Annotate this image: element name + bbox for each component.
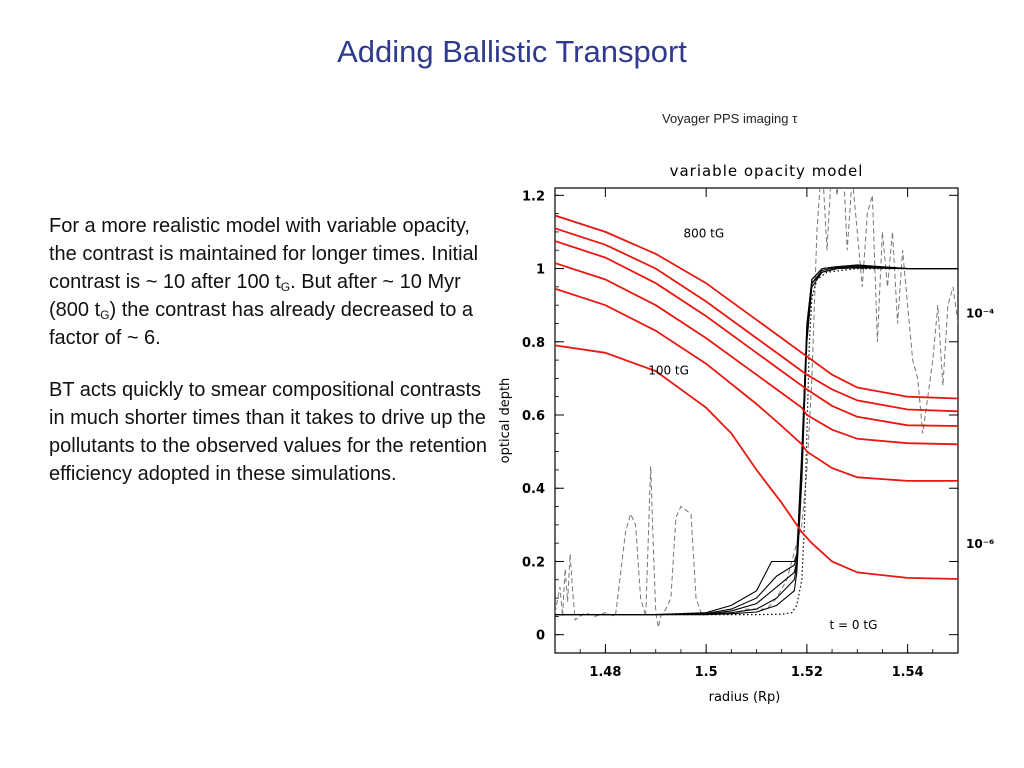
y-tick-label: 1.2 — [522, 189, 545, 204]
paragraph-2: BT acts quickly to smear compositional c… — [49, 379, 488, 485]
black-series-line — [555, 267, 958, 616]
y-tick-label: 0 — [536, 629, 545, 644]
chart-title: variable opacity model — [670, 162, 864, 180]
figure-caption: Voyager PPS imaging τ — [662, 111, 798, 126]
y-axis-label: optical depth — [498, 378, 513, 464]
dotted-series-line — [555, 268, 958, 616]
red-series-line — [555, 344, 958, 580]
subscript-g: G — [100, 308, 110, 322]
paragraph-1-part-2: . But after ~ 10 Myr (800 t — [49, 271, 461, 321]
right-axis-label: 10⁻⁶ — [966, 537, 994, 551]
y-tick-label: 0.6 — [522, 409, 545, 424]
page-title: Adding Ballistic Transport — [337, 34, 687, 69]
subscript-g: G — [280, 280, 291, 294]
red-series-line — [555, 287, 958, 482]
plot-frame — [554, 187, 959, 654]
x-tick-label: 1.52 — [791, 665, 823, 680]
annotation-label: 100 tG — [648, 364, 689, 378]
red-series-line — [555, 227, 958, 413]
x-tick-label: 1.48 — [589, 665, 621, 680]
y-tick-label: 1 — [536, 263, 545, 278]
red-series-line — [555, 214, 958, 400]
x-tick-label: 1.5 — [695, 665, 718, 680]
body-text: For a more realistic model with variable… — [49, 212, 489, 512]
x-tick-label: 1.54 — [892, 665, 924, 680]
red-series-line — [555, 240, 958, 427]
red-series-line — [555, 262, 958, 446]
y-tick-label: 0.2 — [522, 555, 545, 570]
series-group — [555, 188, 958, 628]
annotation-label: t = 0 tG — [830, 618, 878, 632]
chart: 0 0.2 0.4 0.6 0.8 1 1.2 1.48 1.5 1.52 1.54 10⁻⁴ 10⁻⁶… — [498, 162, 994, 705]
x-axis-label: radius (Rp) — [709, 690, 781, 705]
paragraph-1-part-3: ) the contrast has already decreased to … — [49, 299, 474, 349]
annotation-label: 800 tG — [683, 226, 724, 240]
y-tick-label: 0.8 — [522, 336, 545, 351]
dashed-series-line — [555, 188, 958, 628]
paragraph-1: For a more realistic model with variable… — [49, 212, 489, 352]
y-tick-label: 0.4 — [522, 482, 545, 497]
right-axis-label: 10⁻⁴ — [966, 306, 994, 320]
paragraph-1-part-1: For a more realistic model with variable… — [49, 215, 479, 293]
